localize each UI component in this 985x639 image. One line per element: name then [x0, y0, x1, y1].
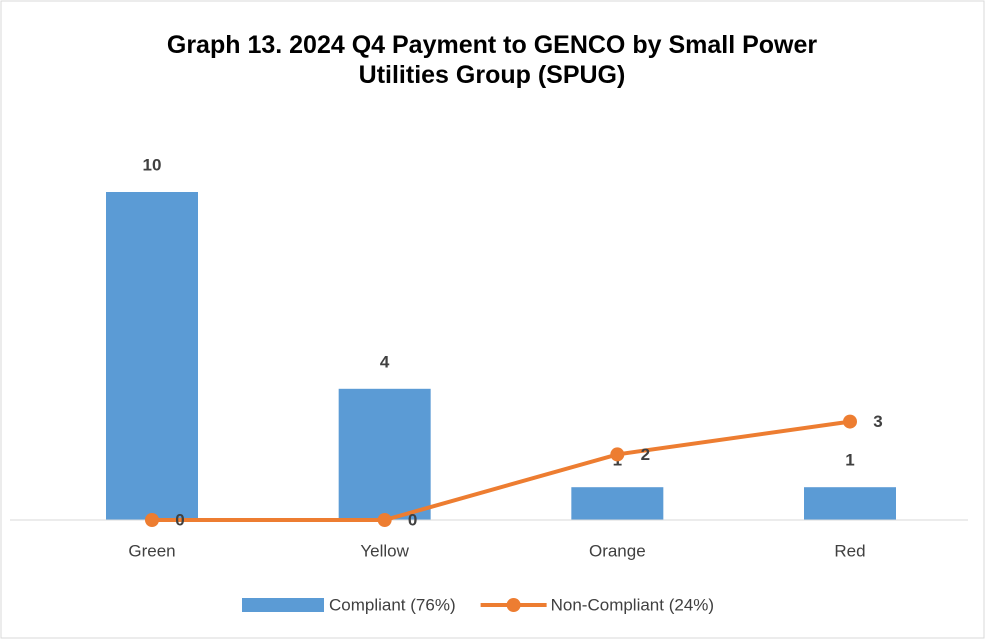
line-point — [610, 447, 625, 462]
bar — [804, 487, 896, 520]
line-point — [377, 513, 392, 527]
data-label: 1 — [845, 451, 854, 470]
legend-swatch — [242, 598, 324, 612]
line-point — [145, 513, 159, 527]
legend-label: Non-Compliant (24%) — [551, 595, 714, 614]
bar — [571, 487, 664, 520]
data-label: 2 — [641, 445, 650, 464]
data-label: 4 — [380, 352, 390, 371]
x-tick-label: Red — [834, 541, 865, 560]
chart-title: Graph 13. 2024 Q4 Payment to GENCO by Sm… — [166, 31, 818, 89]
data-label: 0 — [408, 510, 417, 529]
x-tick-label: Green — [128, 541, 175, 560]
line — [152, 419, 851, 522]
data-label: 3 — [873, 412, 882, 431]
line-point — [843, 414, 857, 429]
x-tick-label: Yellow — [360, 541, 409, 560]
bar — [106, 192, 198, 520]
x-tick-label: Orange — [589, 541, 646, 560]
legend-label: Compliant (76%) — [329, 595, 456, 614]
legend-swatch-point — [506, 598, 521, 612]
bar — [338, 388, 431, 520]
data-label: 10 — [143, 155, 162, 174]
data-label: 0 — [175, 510, 184, 529]
